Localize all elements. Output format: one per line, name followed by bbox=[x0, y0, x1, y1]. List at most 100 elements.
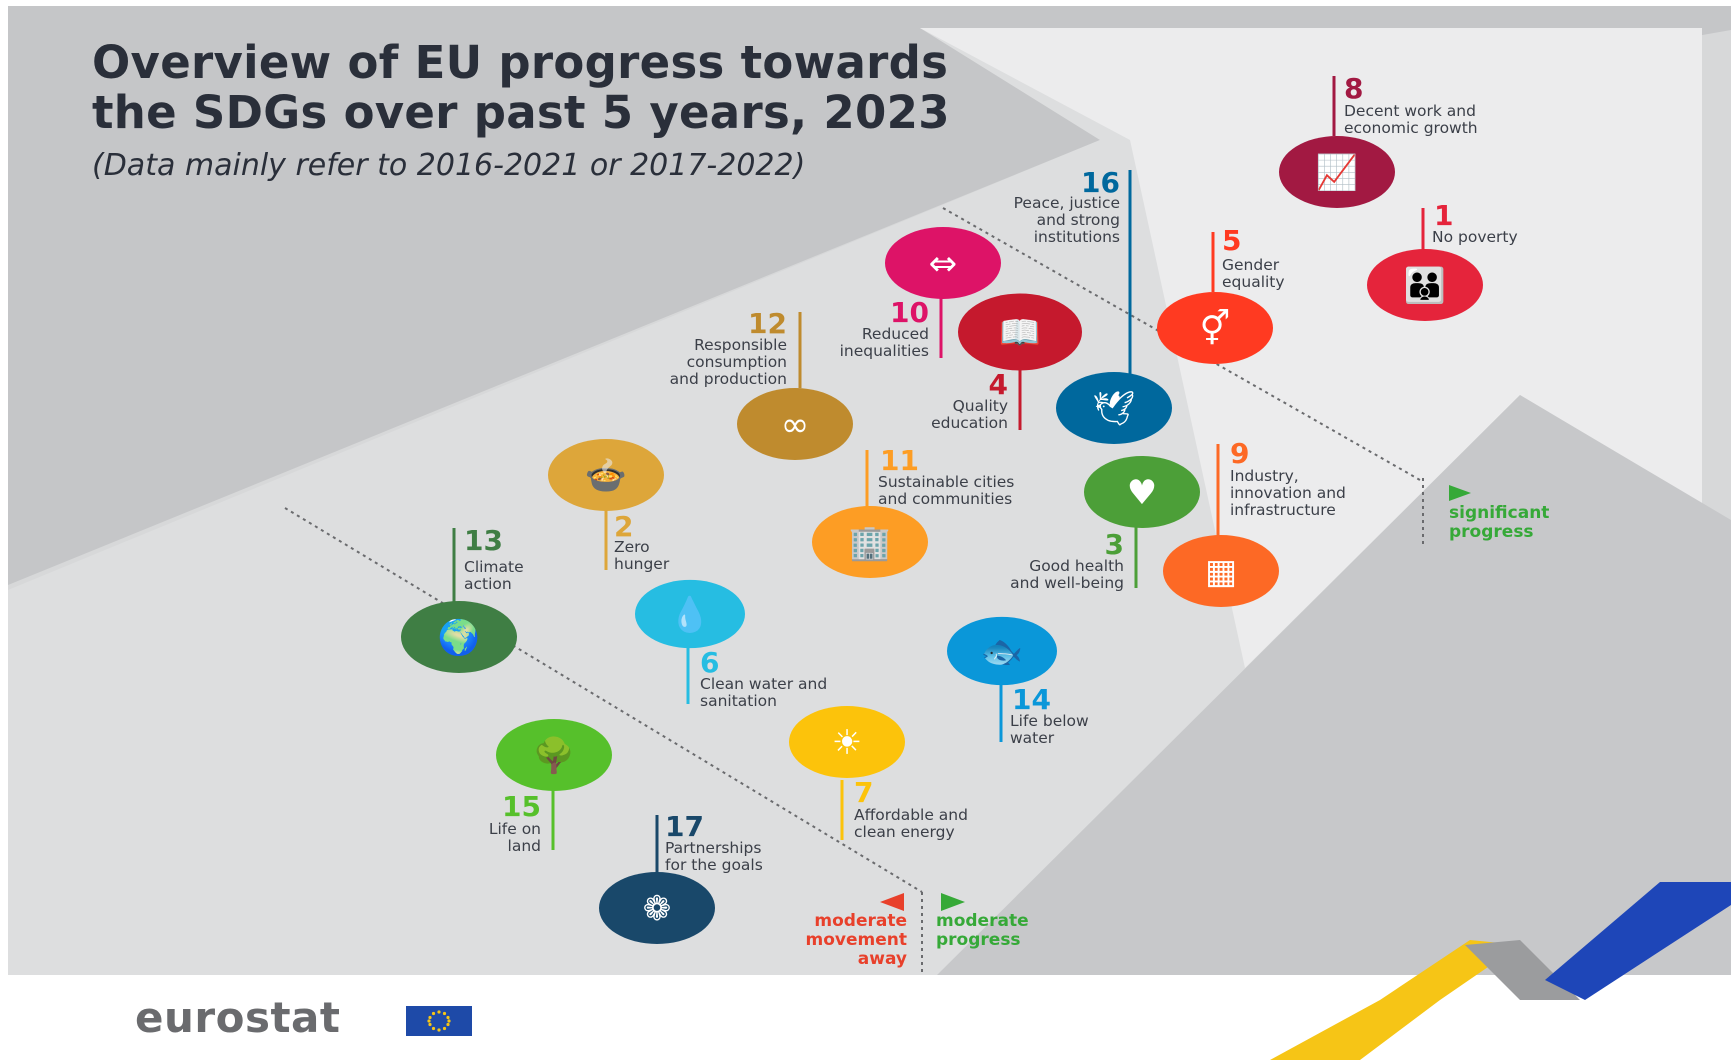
goal-3-label-line: Good health bbox=[1029, 557, 1124, 575]
goal-12-label-line: Responsible bbox=[694, 336, 787, 354]
legend-moderate-movement-away-text: away bbox=[858, 949, 907, 969]
goal-2-label-line: hunger bbox=[614, 555, 670, 573]
eu-stars-icon bbox=[427, 1010, 451, 1032]
legend-moderate-progress-text: progress bbox=[936, 930, 1021, 950]
fish-waves-icon: 🐟 bbox=[981, 632, 1023, 672]
goal-14-badge bbox=[947, 616, 1057, 686]
goal-16-badge bbox=[1056, 372, 1172, 444]
sun-power-icon: ☀ bbox=[832, 723, 862, 763]
goal-17-number: 17 bbox=[665, 810, 704, 843]
goal-7-label-line: Affordable and bbox=[854, 806, 968, 824]
goal-13-badge bbox=[401, 601, 517, 673]
heartbeat-icon: ♥ bbox=[1127, 473, 1157, 513]
goal-11-number: 11 bbox=[880, 444, 919, 477]
goal-11-label-line: and communities bbox=[878, 490, 1012, 508]
goal-15-label-line: land bbox=[508, 837, 541, 855]
goal-4-badge bbox=[958, 293, 1082, 371]
legend-moderate-movement-away-text: moderate bbox=[814, 911, 907, 931]
away-arrow-icon bbox=[880, 893, 904, 911]
goal-17-label-line: Partnerships bbox=[665, 839, 761, 857]
goal-12-badge bbox=[737, 388, 853, 460]
goal-14-label-line: Life below bbox=[1010, 712, 1089, 730]
goal-8-label-line: economic growth bbox=[1344, 119, 1478, 137]
goal-9-label-line: infrastructure bbox=[1230, 501, 1336, 519]
goal-2-label-line: Zero bbox=[614, 538, 650, 556]
goal-9-label-line: Industry, bbox=[1230, 467, 1299, 485]
book-pen-icon: 📖 bbox=[999, 313, 1041, 353]
goal-13-label-line: action bbox=[464, 575, 512, 593]
legend-moderate-progress-text: moderate bbox=[936, 911, 1029, 931]
goal-16-label-line: institutions bbox=[1034, 228, 1120, 246]
goal-6-badge bbox=[635, 579, 745, 649]
city-buildings-icon: 🏢 bbox=[849, 523, 891, 563]
goal-5-badge bbox=[1157, 292, 1273, 364]
goal-10-label-line: Reduced bbox=[862, 325, 929, 343]
title-line-2: the SDGs over past 5 years, 2023 bbox=[92, 86, 950, 139]
page-subtitle: (Data mainly refer to 2016-2021 or 2017-… bbox=[92, 148, 806, 183]
goal-16-label-line: and strong bbox=[1037, 211, 1120, 229]
eye-globe-icon: 🌍 bbox=[438, 618, 480, 658]
rings-flower-icon: ❁ bbox=[643, 889, 672, 929]
progress-arrow-icon bbox=[941, 893, 965, 911]
infinity-loop-icon: ∞ bbox=[781, 405, 809, 445]
goal-17-badge bbox=[599, 872, 715, 944]
goal-6-label-line: Clean water and bbox=[700, 675, 827, 693]
goal-15-label-line: Life on bbox=[489, 820, 541, 838]
goal-4-number: 4 bbox=[989, 368, 1008, 401]
dove-gavel-icon: 🕊 bbox=[1092, 389, 1135, 429]
goal-13-number: 13 bbox=[464, 524, 503, 557]
water-drop-glass-icon: 💧 bbox=[669, 595, 711, 635]
goal-12-label-line: and production bbox=[670, 370, 787, 388]
goal-14-label-line: water bbox=[1010, 729, 1055, 747]
goal-1-label-line: No poverty bbox=[1432, 228, 1518, 246]
people-family-icon: 👪 bbox=[1404, 266, 1446, 306]
goal-14-number: 14 bbox=[1012, 683, 1051, 716]
goal-15-badge bbox=[496, 719, 612, 791]
goal-3-label-line: and well-being bbox=[1010, 574, 1124, 592]
goal-12-label-line: consumption bbox=[687, 353, 787, 371]
goal-3-badge bbox=[1084, 456, 1200, 528]
goal-10-number: 10 bbox=[890, 296, 929, 329]
goal-5-label-line: Gender bbox=[1222, 256, 1280, 274]
goal-8-label-line: Decent work and bbox=[1344, 102, 1476, 120]
goal-5-label-line: equality bbox=[1222, 273, 1285, 291]
eurostat-logo-text: eurostat bbox=[135, 993, 341, 1042]
goal-5-number: 5 bbox=[1222, 224, 1241, 257]
progress-arrow-icon bbox=[1449, 485, 1471, 501]
goal-1-number: 1 bbox=[1434, 199, 1453, 232]
goal-2-badge bbox=[548, 439, 664, 511]
goal-6-label-line: sanitation bbox=[700, 692, 777, 710]
title-line-1: Overview of EU progress towards bbox=[92, 36, 949, 89]
goal-16-number: 16 bbox=[1081, 166, 1120, 199]
goal-17-label-line: for the goals bbox=[665, 856, 763, 874]
goal-7-badge bbox=[789, 706, 905, 778]
legend-significant-progress-text: significant bbox=[1449, 503, 1549, 523]
goal-3-number: 3 bbox=[1105, 528, 1124, 561]
goal-7-label-line: clean energy bbox=[854, 823, 955, 841]
tree-birds-icon: 🌳 bbox=[533, 735, 575, 776]
goal-8-number: 8 bbox=[1344, 72, 1363, 105]
growth-chart-icon: 📈 bbox=[1316, 153, 1358, 193]
goal-2-number: 2 bbox=[614, 510, 633, 543]
goal-16-label-line: Peace, justice bbox=[1014, 194, 1120, 212]
legend-significant-progress-text: progress bbox=[1449, 522, 1534, 542]
goal-6-number: 6 bbox=[700, 646, 719, 679]
goal-12-number: 12 bbox=[748, 307, 787, 340]
gender-symbol-icon: ⚥ bbox=[1200, 308, 1231, 349]
